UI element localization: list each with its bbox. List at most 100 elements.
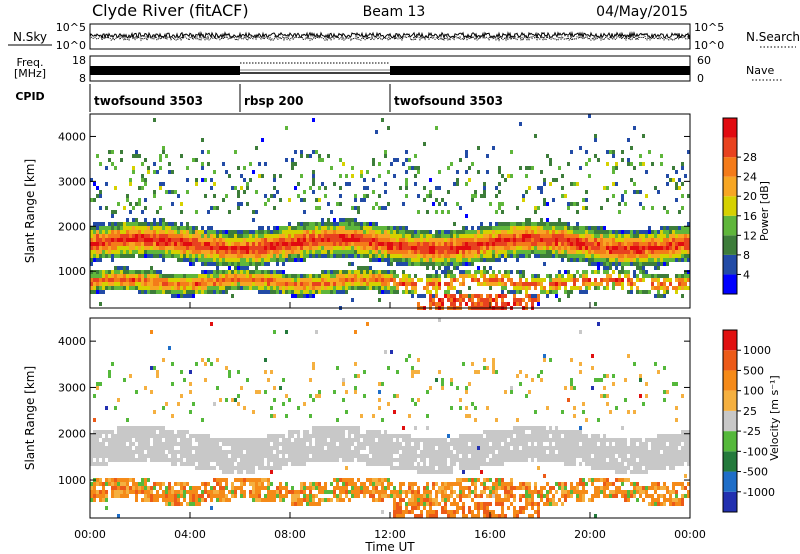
- power-cell: [528, 250, 531, 254]
- velocity-cell: [258, 438, 261, 442]
- power-cell: [129, 254, 132, 258]
- power-cell: [438, 250, 441, 254]
- power-cell: [294, 234, 297, 238]
- power-cell: [591, 246, 594, 250]
- velocity-cell: [351, 450, 354, 454]
- cpid-label: rbsp 200: [244, 94, 303, 108]
- power-cell: [432, 286, 435, 290]
- velocity-cell: [255, 390, 258, 394]
- power-cell: [222, 278, 225, 282]
- power-cell: [369, 258, 372, 262]
- power-cell: [297, 278, 300, 282]
- power-cell: [234, 230, 237, 234]
- power-cell: [408, 262, 411, 266]
- velocity-cell: [177, 490, 180, 494]
- power-cell: [171, 202, 174, 206]
- power-cell: [342, 218, 345, 222]
- power-cell: [639, 238, 642, 242]
- velocity-cell: [357, 490, 360, 494]
- velocity-cell: [393, 514, 396, 518]
- power-cell: [144, 182, 147, 186]
- power-cell: [297, 222, 300, 226]
- velocity-cell: [102, 490, 105, 494]
- velocity-cell: [384, 434, 387, 438]
- power-cell: [102, 238, 105, 242]
- power-cell: [345, 226, 348, 230]
- power-cell: [498, 182, 501, 186]
- power-cell: [420, 234, 423, 238]
- power-cell: [225, 274, 228, 278]
- power-cell: [429, 262, 432, 266]
- velocity-cell: [393, 502, 396, 506]
- velocity-cell: [408, 498, 411, 502]
- power-cell: [198, 258, 201, 262]
- power-cell: [384, 226, 387, 230]
- power-cell: [372, 254, 375, 258]
- power-cell: [303, 254, 306, 258]
- power-cell: [369, 222, 372, 226]
- power-cell: [294, 290, 297, 294]
- power-cell: [255, 266, 258, 270]
- power-cell: [609, 258, 612, 262]
- velocity-cell: [252, 490, 255, 494]
- velocity-cell: [363, 458, 366, 462]
- power-cell: [357, 282, 360, 286]
- power-cell: [153, 242, 156, 246]
- power-cell: [252, 242, 255, 246]
- power-cell: [450, 286, 453, 290]
- power-cell: [303, 282, 306, 286]
- velocity-cell: [171, 430, 174, 434]
- velocity-cell: [132, 426, 135, 430]
- power-cell: [294, 238, 297, 242]
- power-cell: [462, 242, 465, 246]
- power-cell: [120, 250, 123, 254]
- velocity-cell: [147, 490, 150, 494]
- power-cell: [495, 278, 498, 282]
- power-cell: [411, 230, 414, 234]
- velocity-cell: [363, 482, 366, 486]
- power-cell: [558, 238, 561, 242]
- power-cell: [369, 238, 372, 242]
- velocity-cell: [291, 502, 294, 506]
- power-cell: [186, 258, 189, 262]
- power-cell: [282, 258, 285, 262]
- power-cell: [630, 178, 633, 182]
- power-cell: [216, 290, 219, 294]
- velocity-cell: [297, 442, 300, 446]
- power-cell: [450, 250, 453, 254]
- power-cell: [198, 286, 201, 290]
- power-cell: [276, 226, 279, 230]
- power-cell: [324, 254, 327, 258]
- velocity-cell: [300, 490, 303, 494]
- power-cell: [642, 270, 645, 274]
- power-cell: [354, 274, 357, 278]
- power-cell: [138, 250, 141, 254]
- power-cell: [318, 286, 321, 290]
- power-cell: [339, 174, 342, 178]
- velocity-cell: [147, 454, 150, 458]
- power-cell: [546, 290, 549, 294]
- velocity-cell: [372, 430, 375, 434]
- velocity-cell: [225, 458, 228, 462]
- velocity-cell: [351, 454, 354, 458]
- power-cell: [456, 202, 459, 206]
- velocity-cell: [357, 430, 360, 434]
- power-cell: [387, 282, 390, 286]
- power-cell: [294, 186, 297, 190]
- power-cell: [126, 198, 129, 202]
- power-cell: [663, 238, 666, 242]
- velocity-cell: [162, 406, 165, 410]
- power-cell: [90, 270, 93, 274]
- power-cell: [237, 274, 240, 278]
- velocity-cell: [369, 434, 372, 438]
- power-cell: [666, 250, 669, 254]
- power-cell: [324, 226, 327, 230]
- velocity-cell: [231, 438, 234, 442]
- power-cell: [603, 262, 606, 266]
- power-cell: [318, 226, 321, 230]
- velocity-cell: [294, 498, 297, 502]
- power-cell: [588, 286, 591, 290]
- power-cell: [627, 290, 630, 294]
- power-cell: [252, 274, 255, 278]
- velocity-cell: [222, 486, 225, 490]
